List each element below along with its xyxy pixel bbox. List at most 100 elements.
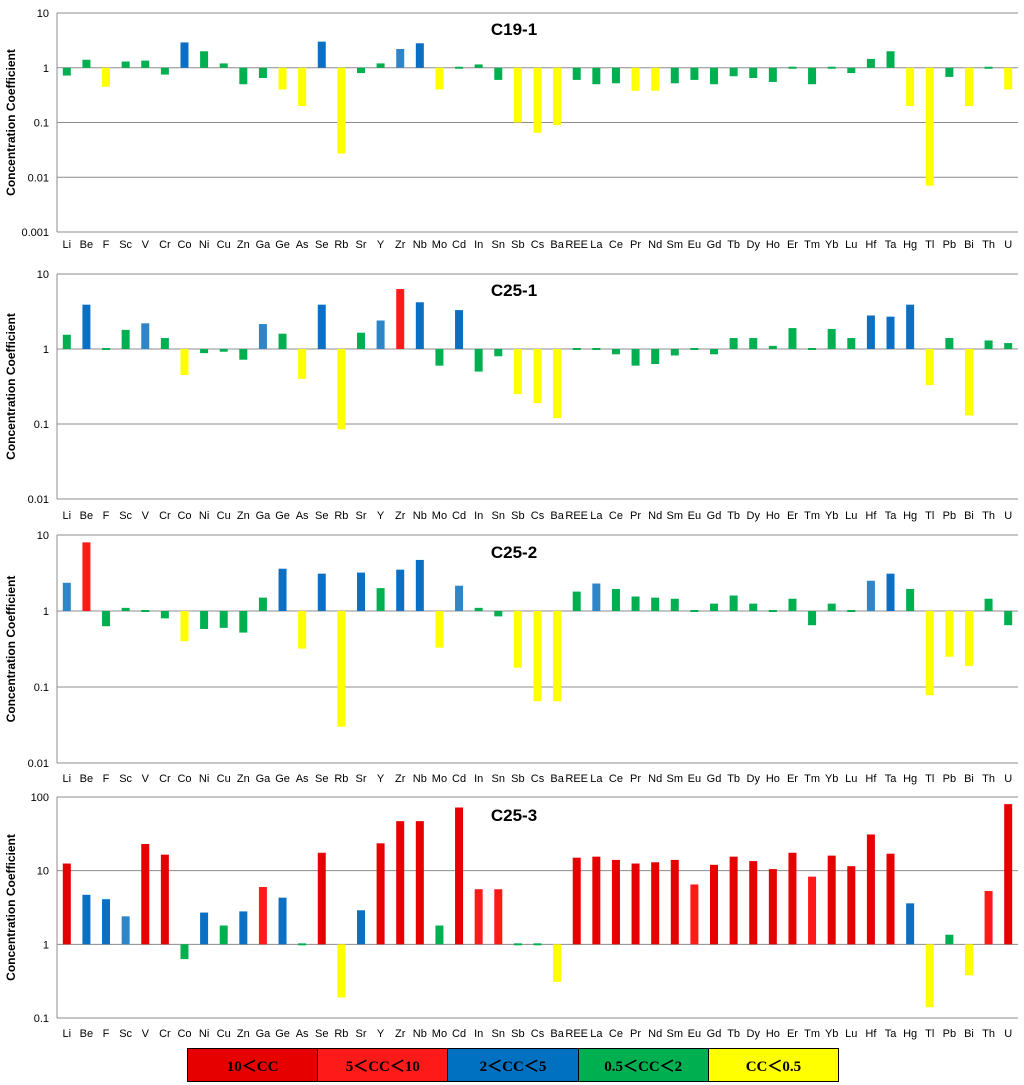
c25-3-bar-se xyxy=(317,852,326,945)
c25-3-bar-ba xyxy=(553,944,562,982)
c25-2-xtick-label: Sr xyxy=(355,773,366,785)
c25-2-xtick-label: Zr xyxy=(395,773,406,785)
c25-3-bar-ree xyxy=(572,857,581,945)
c25-3-xtick-label: Ta xyxy=(885,1028,898,1040)
c25-3-xtick-label: Y xyxy=(377,1028,385,1040)
c19-1-ytick-label: 0.001 xyxy=(21,227,49,239)
c25-1-xtick-label: V xyxy=(142,510,150,522)
legend-item-lt0.5: CC＜0.5 xyxy=(708,1049,839,1081)
c25-1-bar-la xyxy=(592,348,601,350)
c25-1-xtick-label: Se xyxy=(315,510,328,522)
c19-1-bar-be xyxy=(82,59,91,68)
c25-1-bar-tl xyxy=(925,349,934,386)
c25-1-bar-gd xyxy=(710,349,719,355)
c25-2-bar-co xyxy=(180,611,189,642)
c19-1-xtick-label: Li xyxy=(63,239,72,251)
c25-2-xtick-label: Pb xyxy=(943,773,956,785)
c25-2-y-axis-title: Concentration Coefficient xyxy=(4,576,18,723)
c25-2-xtick-label: Zn xyxy=(237,773,250,785)
legend-item-gt10: 10＜CC xyxy=(188,1049,319,1081)
c25-2-xtick-label: Cd xyxy=(452,773,466,785)
c25-2-ytick-label: 0.01 xyxy=(28,758,49,770)
c25-2-bar-pb xyxy=(945,611,954,657)
c25-3-bar-rb xyxy=(337,944,346,998)
c19-1-bar-pb xyxy=(945,67,954,77)
c25-3-xtick-label: Nb xyxy=(413,1028,427,1040)
c19-1-y-axis-title: Concentration Coefficient xyxy=(4,49,18,196)
c25-1-xtick-label: Pb xyxy=(943,510,956,522)
c25-2-xtick-label: Ni xyxy=(199,773,209,785)
c19-1-xtick-label: Hg xyxy=(903,239,917,251)
c25-3-xtick-label: Eu xyxy=(688,1028,701,1040)
c19-1-ytick-label: 1 xyxy=(43,63,49,75)
c25-3-xtick-label: Ce xyxy=(609,1028,623,1040)
c25-2-bar-zr xyxy=(396,569,405,611)
color-legend: 10＜CC 5＜CC＜10 2＜CC＜5 0.5＜CC＜2 CC＜0.5 xyxy=(187,1048,839,1082)
c25-2-bar-f xyxy=(102,611,111,627)
c25-2-xtick-label: As xyxy=(296,773,309,785)
c25-3-xtick-label: Cd xyxy=(452,1028,466,1040)
c19-1-xtick-label: Tm xyxy=(804,239,820,251)
c25-3-xtick-label: Li xyxy=(63,1028,72,1040)
c19-1-xtick-label: Co xyxy=(177,239,191,251)
c19-1-xtick-label: Dy xyxy=(747,239,761,251)
c25-1-xtick-label: Rb xyxy=(334,510,348,522)
c19-1-xtick-label: La xyxy=(590,239,603,251)
c25-3-xtick-label: Hg xyxy=(903,1028,917,1040)
c19-1-bar-th xyxy=(984,66,993,69)
c25-1-xtick-label: Nd xyxy=(648,510,662,522)
c25-3-bar-er xyxy=(788,852,797,945)
c19-1-xtick-label: Hf xyxy=(865,239,877,251)
c19-1-bar-sn xyxy=(494,67,503,80)
c25-2-xtick-label: Ce xyxy=(609,773,623,785)
c25-2-xtick-label: Er xyxy=(787,773,798,785)
c25-1-xtick-label: Th xyxy=(982,510,995,522)
c19-1-bar-y xyxy=(376,63,385,68)
c19-1-xtick-label: Cu xyxy=(217,239,231,251)
c19-1-bar-lu xyxy=(847,67,856,74)
c19-1-bar-sr xyxy=(356,67,365,74)
c25-2-bar-sn xyxy=(494,611,503,617)
c19-1-bar-f xyxy=(102,67,111,87)
c25-1-bar-u xyxy=(1004,343,1013,349)
c25-2-bar-li xyxy=(62,582,71,611)
c25-2-bar-gd xyxy=(710,603,719,611)
c25-1-xtick-label: La xyxy=(590,510,603,522)
c25-2-bar-er xyxy=(788,598,797,611)
c25-1-bar-eu xyxy=(690,348,699,350)
c19-1-xtick-label: Er xyxy=(787,239,798,251)
c19-1-xtick-label: Be xyxy=(80,239,93,251)
c25-2-bar-ta xyxy=(886,573,895,611)
c25-3-bar-hg xyxy=(906,903,915,945)
c25-1-bar-hg xyxy=(906,304,915,349)
c25-3-bar-dy xyxy=(749,861,758,945)
c25-1-xtick-label: Sc xyxy=(119,510,132,522)
c25-2-xtick-label: REE xyxy=(565,773,588,785)
c25-3-xtick-label: Rb xyxy=(334,1028,348,1040)
c19-1-xtick-label: Sb xyxy=(511,239,524,251)
c19-1-xtick-label: Ho xyxy=(766,239,780,251)
c19-1-bar-ni xyxy=(200,51,209,68)
c25-2-xtick-label: Ba xyxy=(550,773,564,785)
c25-2-bar-se xyxy=(317,573,326,611)
c25-1-xtick-label: Dy xyxy=(747,510,761,522)
c25-1-xtick-label: Eu xyxy=(688,510,701,522)
legend-label-lt0.5: CC＜0.5 xyxy=(745,1058,802,1075)
c25-3-xtick-label: Sr xyxy=(355,1028,366,1040)
c25-1-xtick-label: Cr xyxy=(159,510,171,522)
c25-1-bar-sn xyxy=(494,349,503,357)
c25-3-bar-mo xyxy=(435,925,444,945)
c25-2-bar-ba xyxy=(553,611,562,702)
c25-1-bar-y xyxy=(376,320,385,349)
c19-1-xtick-label: Gd xyxy=(707,239,722,251)
c25-2-bar-v xyxy=(141,610,150,612)
c19-1-xtick-label: Pr xyxy=(630,239,641,251)
c25-3-xtick-label: Lu xyxy=(845,1028,857,1040)
c25-3-xtick-label: Tm xyxy=(804,1028,820,1040)
c25-2-xtick-label: Ge xyxy=(275,773,290,785)
c25-2-xtick-label: Dy xyxy=(747,773,761,785)
c19-1-bar-v xyxy=(141,60,150,68)
c25-1-xtick-label: Gd xyxy=(707,510,722,522)
legend-item-5to10: 5＜CC＜10 xyxy=(318,1049,449,1081)
c25-3-bar-yb xyxy=(827,855,836,945)
